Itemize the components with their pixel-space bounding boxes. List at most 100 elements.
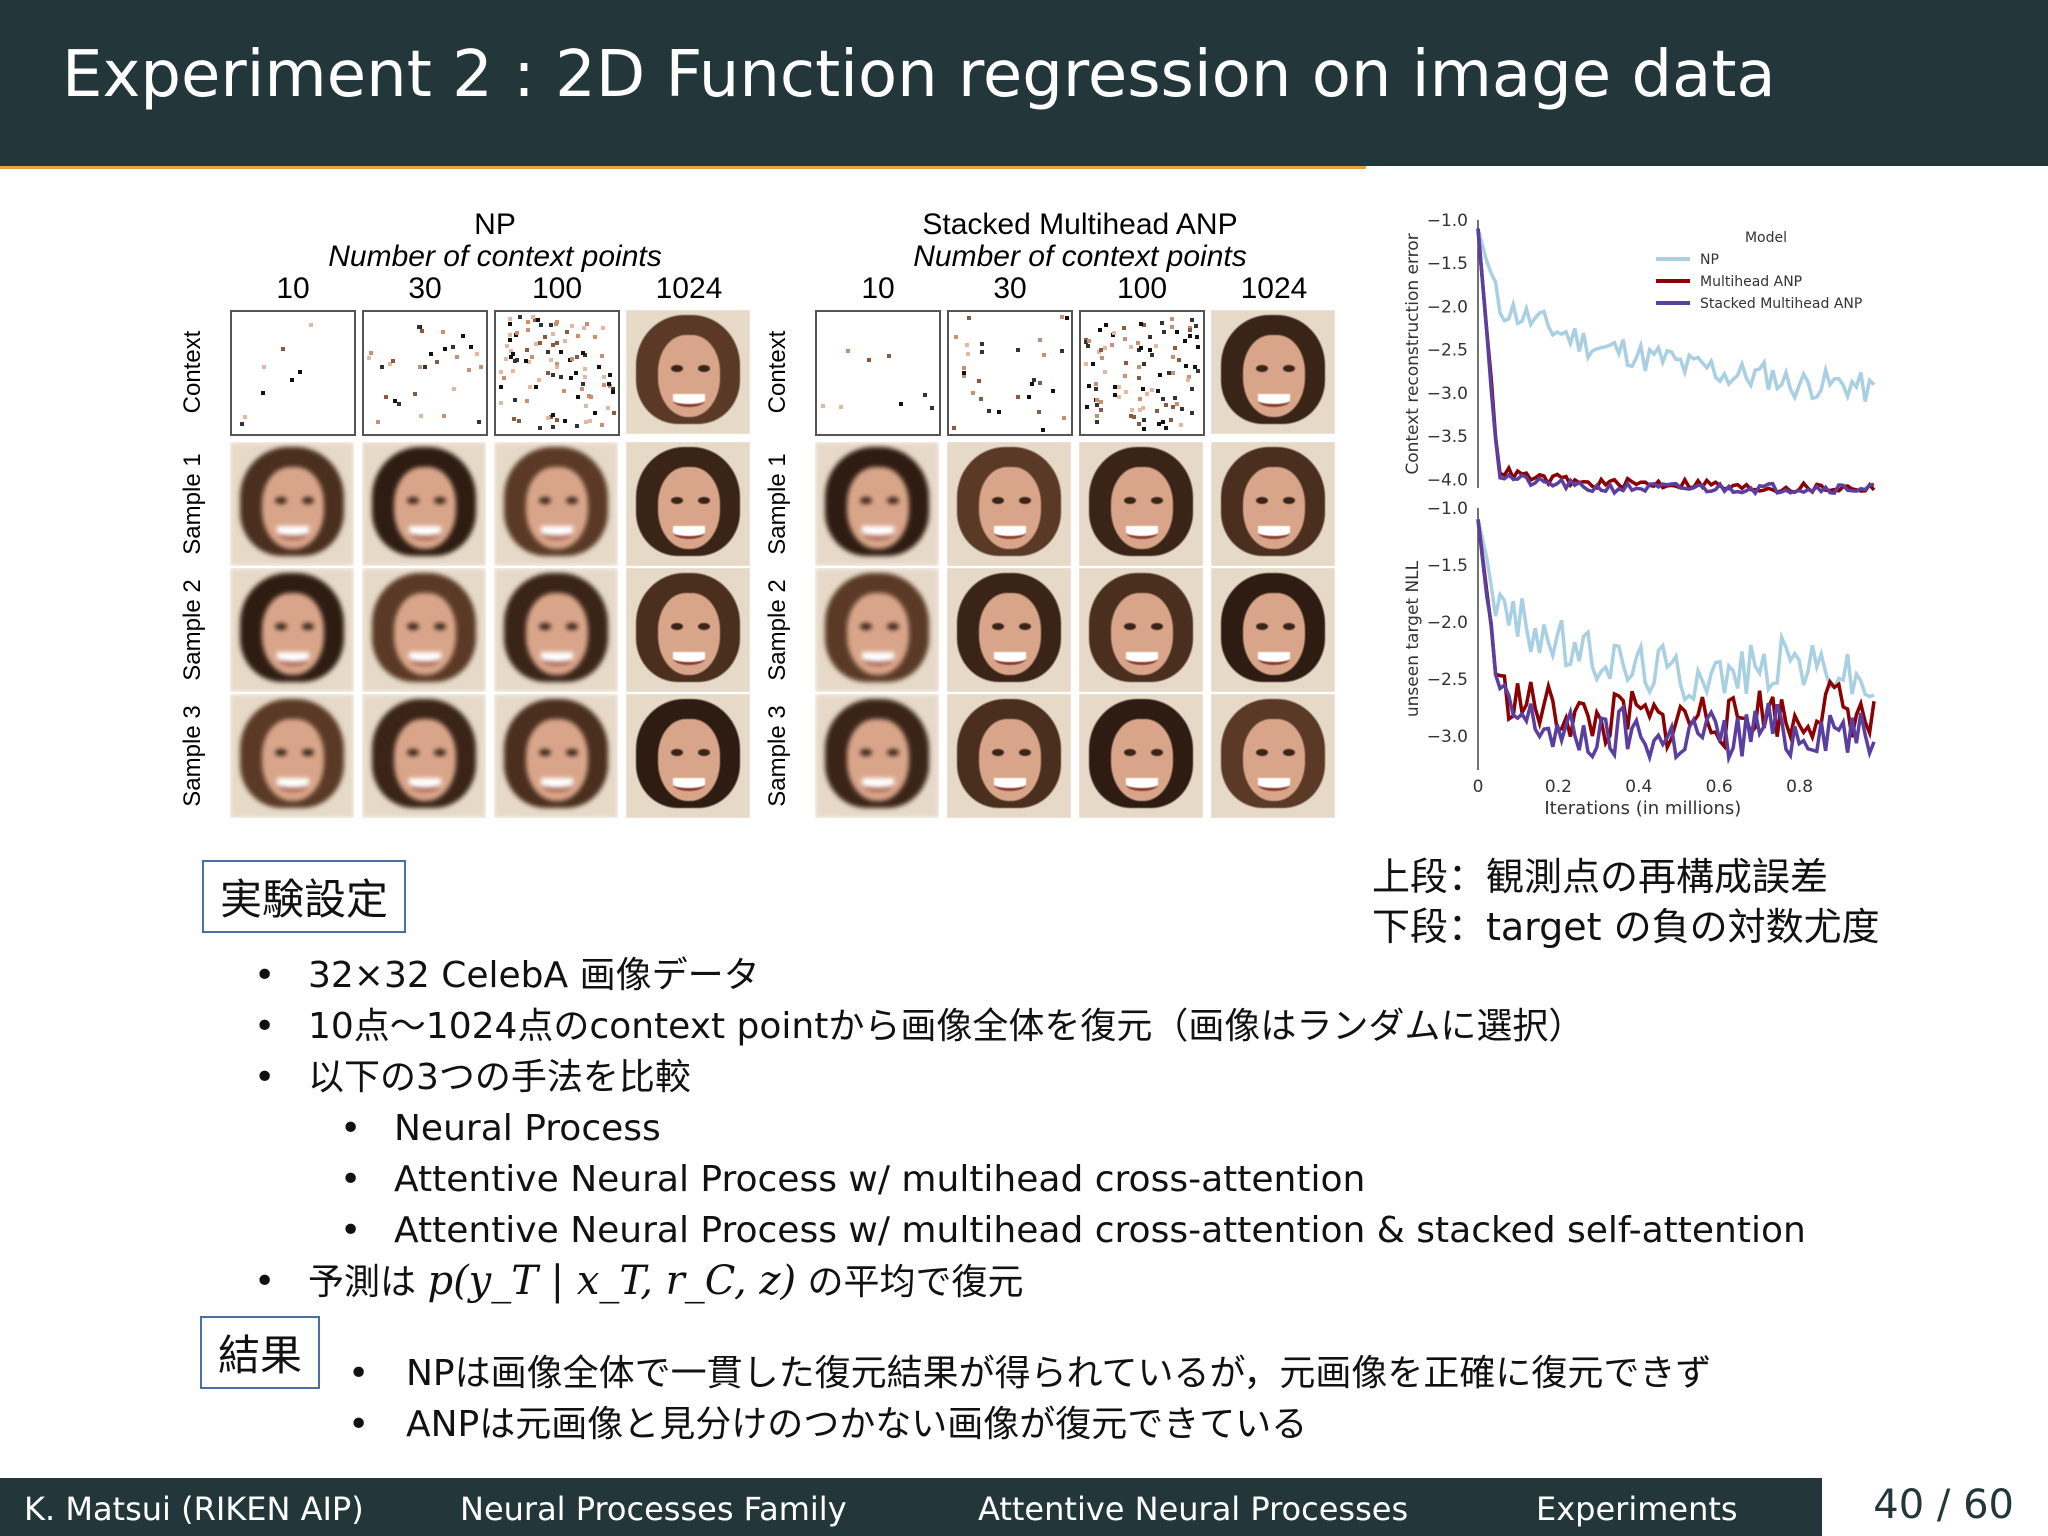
footer-section-family[interactable]: Neural Processes Family <box>460 1490 847 1528</box>
slide-title: Experiment 2 : 2D Function regression on… <box>62 38 1776 112</box>
context-point <box>954 335 958 339</box>
context-count-label: 10 <box>861 272 895 305</box>
context-points-cell <box>947 310 1073 436</box>
context-point <box>583 367 587 371</box>
context-point <box>262 365 266 369</box>
context-point <box>821 404 825 408</box>
context-point <box>546 350 550 354</box>
context-point <box>611 387 615 391</box>
context-point <box>499 401 503 405</box>
context-point <box>1100 356 1104 360</box>
context-point <box>1162 330 1166 334</box>
context-point <box>1137 422 1141 426</box>
context-point <box>583 375 587 379</box>
face-thumbnail <box>626 568 750 692</box>
context-point <box>606 406 610 410</box>
series-line-0 <box>1476 228 1876 402</box>
context-point <box>309 323 313 327</box>
context-point <box>575 424 579 428</box>
context-point <box>1171 371 1175 375</box>
context-point <box>611 390 615 394</box>
context-point <box>580 387 584 391</box>
context-point <box>581 382 585 386</box>
chart-caption: 上段：観測点の再構成誤差 下段：target の負の対数尤度 <box>1372 852 1880 952</box>
results-list: NPは画像全体で一貫した復元結果が得られているが，元画像を正確に復元できず AN… <box>348 1348 1711 1450</box>
context-point <box>455 355 459 359</box>
context-point <box>1113 393 1117 397</box>
y-axis-label: Context reconstruction error <box>1403 233 1423 474</box>
context-point <box>1084 340 1088 344</box>
context-point <box>967 316 971 320</box>
context-point <box>419 414 423 418</box>
context-point <box>1148 335 1152 339</box>
footer-section-anp[interactable]: Attentive Neural Processes <box>978 1490 1409 1528</box>
context-point <box>1170 317 1174 321</box>
y-tick-label: −4.0 <box>1427 470 1468 490</box>
context-point <box>508 317 512 321</box>
row-label: Sample 2 <box>179 579 206 681</box>
face-image-cell <box>1211 310 1335 434</box>
context-point <box>537 378 541 382</box>
context-point <box>1167 371 1171 375</box>
context-point <box>1095 398 1099 402</box>
context-point <box>1171 405 1175 409</box>
series-line-2 <box>1476 228 1875 497</box>
context-points-cell <box>230 310 356 436</box>
context-point <box>526 328 530 332</box>
context-point <box>1175 402 1179 406</box>
context-point <box>452 387 456 391</box>
context-point <box>1141 406 1145 410</box>
title-underline <box>0 166 1366 169</box>
context-point <box>429 352 433 356</box>
face-image-cell <box>815 568 939 692</box>
face-thumbnail <box>626 310 750 434</box>
face-thumbnail <box>230 442 354 566</box>
context-point <box>1173 396 1177 400</box>
context-point <box>1158 373 1162 377</box>
context-point <box>1030 382 1034 386</box>
context-point <box>240 422 244 426</box>
context-point <box>1142 427 1146 431</box>
context-point <box>1137 376 1141 380</box>
y-tick-label: −2.5 <box>1427 670 1468 690</box>
context-point <box>1016 395 1020 399</box>
context-point <box>887 354 891 358</box>
context-point <box>1175 330 1179 334</box>
context-points-cell <box>494 310 620 436</box>
face-thumbnail <box>947 442 1071 566</box>
face-thumbnail <box>1211 568 1335 692</box>
x-axis-label: Iterations (in millions) <box>1544 798 1741 819</box>
context-point <box>509 349 513 353</box>
context-point <box>423 365 427 369</box>
legend-label: Multihead ANP <box>1700 274 1802 290</box>
context-point <box>1124 361 1128 365</box>
context-point <box>587 394 591 398</box>
context-point <box>1099 400 1103 404</box>
context-count-label: 100 <box>531 272 583 305</box>
context-point <box>380 365 384 369</box>
context-point <box>1104 323 1108 327</box>
context-point <box>1038 338 1042 342</box>
x-tick-label: 0.8 <box>1786 777 1813 797</box>
context-point <box>1084 362 1088 366</box>
face-image-cell <box>494 694 618 818</box>
y-tick-label: −1.5 <box>1427 556 1468 576</box>
context-point <box>1161 420 1165 424</box>
context-point <box>514 333 518 337</box>
face-image-cell <box>947 442 1071 566</box>
context-point <box>569 376 573 380</box>
context-point <box>1086 344 1090 348</box>
method-item: Neural Process <box>250 1103 1806 1154</box>
context-point <box>593 411 597 415</box>
context-point <box>508 333 512 337</box>
footer-section-experiments[interactable]: Experiments <box>1536 1490 1738 1528</box>
context-point <box>418 365 422 369</box>
face-thumbnail <box>626 694 750 818</box>
x-tick-label: 0.6 <box>1706 777 1733 797</box>
footer-background <box>0 1478 1822 1536</box>
context-count-label: 100 <box>1116 272 1168 305</box>
context-point <box>570 357 574 361</box>
context-point <box>1041 428 1045 432</box>
face-image-cell <box>1079 442 1203 566</box>
context-point <box>593 335 597 339</box>
